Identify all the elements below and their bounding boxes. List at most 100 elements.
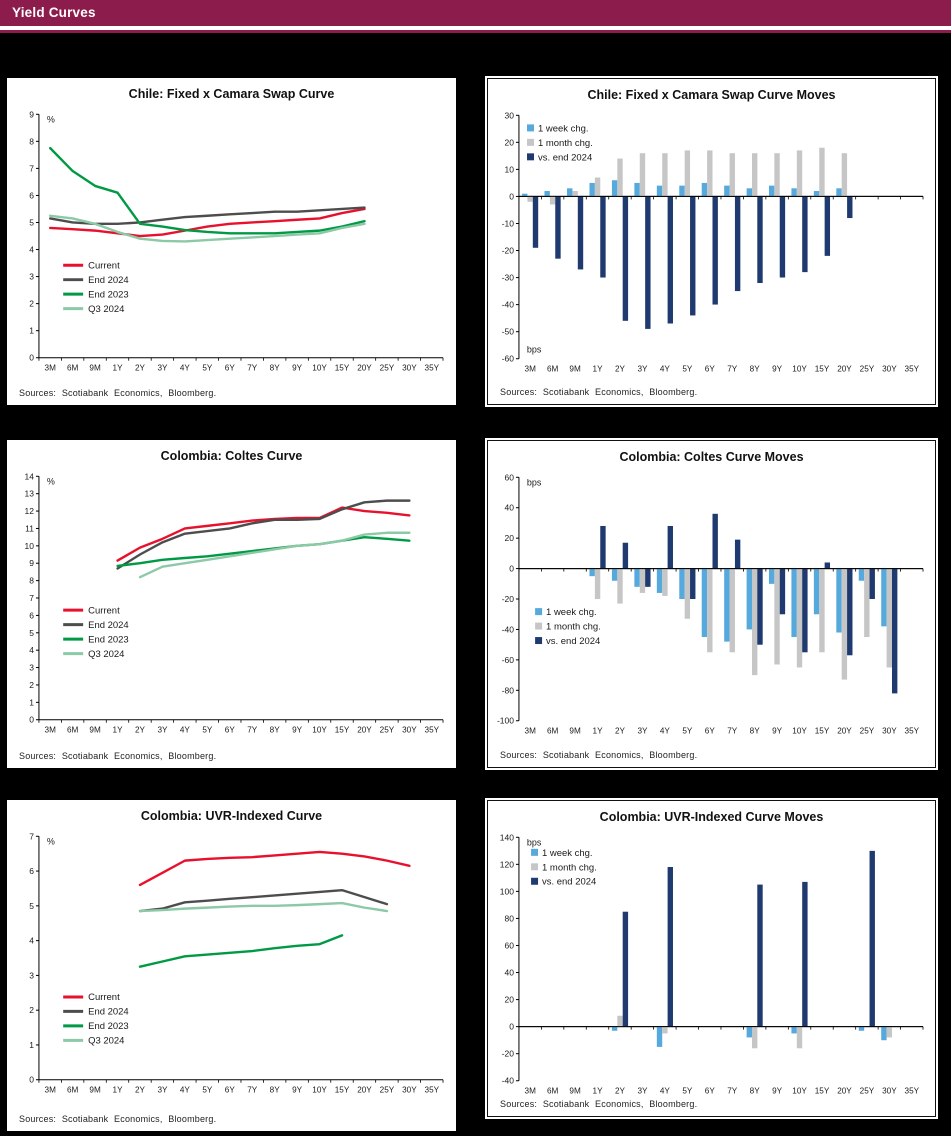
svg-text:6M: 6M xyxy=(547,365,559,374)
chart-title: Colombia: Coltes Curve xyxy=(160,449,303,463)
svg-text:9M: 9M xyxy=(89,1086,101,1095)
panel-colombia-uvr-curve-moves: Colombia: UVR-Indexed Curve Moves -40 -20… xyxy=(487,800,936,1117)
svg-text:-80: -80 xyxy=(502,685,515,695)
svg-text:15Y: 15Y xyxy=(815,365,830,374)
svg-text:2Y: 2Y xyxy=(135,1086,146,1095)
svg-text:4: 4 xyxy=(29,936,34,946)
svg-text:2: 2 xyxy=(29,299,34,309)
svg-text:2Y: 2Y xyxy=(615,727,626,736)
svg-text:15Y: 15Y xyxy=(815,727,830,736)
svg-text:8Y: 8Y xyxy=(270,726,281,735)
svg-text:%: % xyxy=(47,476,55,486)
svg-text:-40: -40 xyxy=(502,624,515,634)
svg-text:6: 6 xyxy=(29,866,34,876)
svg-text:0: 0 xyxy=(509,1022,514,1032)
svg-text:Current: Current xyxy=(88,992,120,1003)
svg-text:7Y: 7Y xyxy=(247,1086,258,1095)
svg-text:9: 9 xyxy=(29,109,34,119)
svg-text:9Y: 9Y xyxy=(772,1087,783,1096)
svg-text:bps: bps xyxy=(527,345,542,355)
svg-text:6M: 6M xyxy=(67,1086,79,1095)
svg-text:3M: 3M xyxy=(45,1086,57,1095)
chart-plot-colombia-coltes-curve-moves: -100 -80 -60 -40 -20 0 20 40 60 3M 6M 9M 1Y 2Y 3Y 4Y 5Y 6… xyxy=(497,472,924,736)
svg-text:30Y: 30Y xyxy=(882,365,897,374)
svg-text:6M: 6M xyxy=(547,1087,559,1096)
svg-text:8Y: 8Y xyxy=(270,1086,281,1095)
svg-text:25Y: 25Y xyxy=(860,727,875,736)
chart-plot-chile-swap-curve-moves: -60 -50 -40 -30 -20 -10 0 10 20 30 3M 6M 9M 1Y 2Y 3Y 4Y 5… xyxy=(502,110,924,374)
svg-text:1Y: 1Y xyxy=(593,727,604,736)
svg-text:0: 0 xyxy=(29,1075,34,1085)
svg-text:vs. end 2024: vs. end 2024 xyxy=(538,152,592,163)
svg-text:-20: -20 xyxy=(502,594,515,604)
svg-text:End 2023: End 2023 xyxy=(88,289,129,300)
svg-text:10Y: 10Y xyxy=(312,364,327,373)
svg-text:30Y: 30Y xyxy=(402,1086,417,1095)
svg-text:3M: 3M xyxy=(525,365,537,374)
chart-title: Colombia: UVR-Indexed Curve xyxy=(140,809,323,823)
svg-text:7: 7 xyxy=(29,831,34,841)
svg-text:6Y: 6Y xyxy=(225,1086,236,1095)
svg-text:3Y: 3Y xyxy=(157,726,168,735)
svg-text:9Y: 9Y xyxy=(292,364,303,373)
svg-text:4: 4 xyxy=(29,245,34,255)
svg-text:10Y: 10Y xyxy=(792,1087,807,1096)
chart-plot-colombia-uvr-curve: 0 1 2 3 4 5 6 7 3M 6M 9M 1Y 2Y 3Y 4Y 5Y 6Y 7Y 8Y 9Y 10Y 15Y 20… xyxy=(29,831,444,1095)
svg-text:%: % xyxy=(47,836,55,846)
svg-text:1Y: 1Y xyxy=(113,1086,124,1095)
svg-text:5Y: 5Y xyxy=(682,727,693,736)
svg-text:3Y: 3Y xyxy=(637,365,648,374)
svg-text:8: 8 xyxy=(29,136,34,146)
svg-text:20Y: 20Y xyxy=(837,1087,852,1096)
svg-text:1Y: 1Y xyxy=(113,726,124,735)
svg-text:35Y: 35Y xyxy=(905,1087,920,1096)
svg-text:6Y: 6Y xyxy=(705,727,716,736)
svg-text:35Y: 35Y xyxy=(425,364,440,373)
svg-text:End 2024: End 2024 xyxy=(88,1007,129,1018)
svg-text:1 week chg.: 1 week chg. xyxy=(542,848,593,859)
svg-text:35Y: 35Y xyxy=(905,727,920,736)
svg-text:80: 80 xyxy=(505,913,515,923)
svg-text:2Y: 2Y xyxy=(615,1087,626,1096)
chart-title: Colombia: Coltes Curve Moves xyxy=(619,450,804,464)
svg-text:5Y: 5Y xyxy=(202,364,213,373)
sources-note: Sources: Scotiabank Economics, Bloomberg… xyxy=(19,751,217,761)
sources-note: Sources: Scotiabank Economics, Bloomberg… xyxy=(500,387,698,397)
svg-text:20: 20 xyxy=(505,533,515,543)
svg-text:5Y: 5Y xyxy=(202,1086,213,1095)
svg-text:2: 2 xyxy=(29,1005,34,1015)
svg-text:3: 3 xyxy=(29,272,34,282)
svg-text:-10: -10 xyxy=(502,218,515,228)
svg-text:1 week chg.: 1 week chg. xyxy=(546,607,597,618)
svg-text:25Y: 25Y xyxy=(380,1086,395,1095)
svg-text:7Y: 7Y xyxy=(247,364,258,373)
chart-plot-chile-swap-curve: 0 1 2 3 4 5 6 7 8 9 3M 6M 9M 1Y 2Y 3Y 4Y 5Y 6Y 7Y 8Y 9Y 10Y 15Y… xyxy=(29,109,444,373)
svg-text:10Y: 10Y xyxy=(792,365,807,374)
panel-chile-swap-curve: Chile: Fixed x Camara Swap Curve 0 1 2 3 4 5 6… xyxy=(7,78,456,405)
svg-text:25Y: 25Y xyxy=(380,726,395,735)
svg-text:0: 0 xyxy=(509,564,514,574)
svg-text:2Y: 2Y xyxy=(135,364,146,373)
svg-text:14: 14 xyxy=(25,471,35,481)
svg-text:3: 3 xyxy=(29,663,34,673)
svg-text:10: 10 xyxy=(505,164,515,174)
svg-text:8Y: 8Y xyxy=(750,727,761,736)
svg-text:-60: -60 xyxy=(502,655,515,665)
svg-text:3: 3 xyxy=(29,970,34,980)
svg-text:5Y: 5Y xyxy=(682,1087,693,1096)
svg-text:25Y: 25Y xyxy=(860,1087,875,1096)
chart-plot-colombia-uvr-curve-moves: -40 -20 0 20 40 60 80 100 120 140 3M 6M 9M 1Y 2Y 3Y 4Y 5Y… xyxy=(500,832,924,1096)
svg-text:9M: 9M xyxy=(569,365,581,374)
svg-text:9: 9 xyxy=(29,558,34,568)
svg-text:Q3 2024: Q3 2024 xyxy=(88,1036,124,1047)
svg-text:6M: 6M xyxy=(547,727,559,736)
svg-text:bps: bps xyxy=(527,477,542,487)
header-rule xyxy=(0,30,951,33)
svg-text:3M: 3M xyxy=(525,1087,537,1096)
svg-text:9M: 9M xyxy=(89,364,101,373)
svg-text:20Y: 20Y xyxy=(837,727,852,736)
svg-text:Current: Current xyxy=(88,260,120,271)
svg-text:20Y: 20Y xyxy=(837,365,852,374)
